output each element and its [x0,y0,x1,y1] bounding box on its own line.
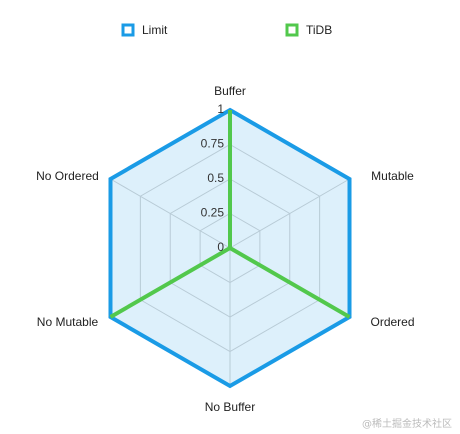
r-tick-label: 0.5 [207,171,224,185]
legend-swatch[interactable] [121,23,135,37]
legend-label: Limit [142,23,168,37]
category-label: No Buffer [205,400,255,414]
grid-spoke [229,178,350,249]
watermark: @稀土掘金技术社区 [362,417,452,430]
legend-swatch[interactable] [285,23,299,37]
r-tick-label: 0.25 [201,206,225,220]
category-label: Buffer [214,84,246,98]
category-label: No Mutable [37,315,99,329]
legend-label: TiDB [306,23,332,37]
category-label: No Ordered [36,169,99,183]
r-tick-label: 0.75 [201,137,225,151]
series-area [109,110,351,319]
category-label: Ordered [370,315,414,329]
r-tick-label: 1 [217,102,224,116]
r-tick-label: 0 [217,240,224,254]
category-label: Mutable [371,169,414,183]
grid-spoke [110,178,231,249]
